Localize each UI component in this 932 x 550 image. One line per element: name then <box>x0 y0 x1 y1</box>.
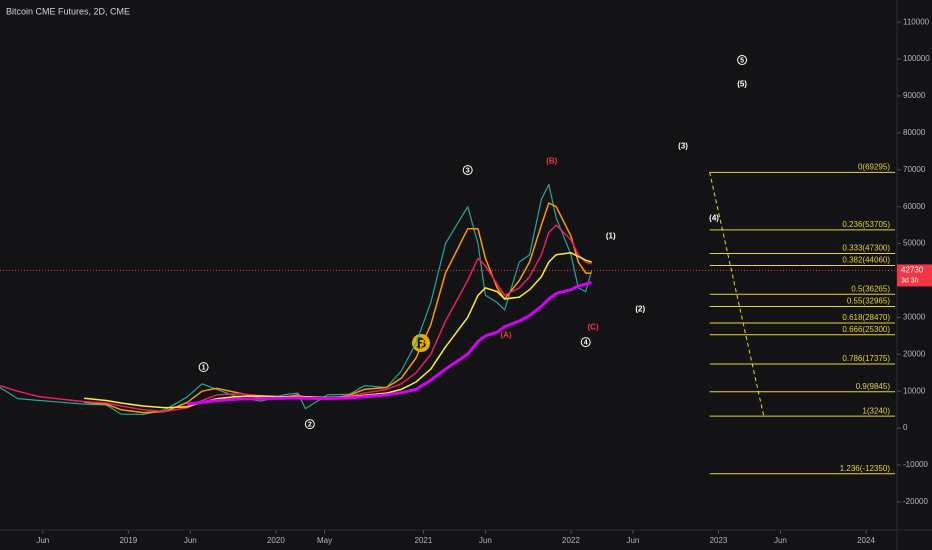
x-tick-label: 2021 <box>415 536 433 545</box>
wave-circle <box>737 55 748 66</box>
x-tick-label: Jun <box>479 536 492 545</box>
fib-label: 0.666(25300) <box>842 325 890 334</box>
price-line <box>0 183 593 416</box>
last-price-tag <box>897 264 932 287</box>
y-tick-label: 10000 <box>903 386 926 395</box>
chart-title: Bitcoin CME Futures, 2D, CME <box>6 6 130 16</box>
y-tick-label: 30000 <box>903 313 926 322</box>
x-tick-label: 2020 <box>267 536 285 545</box>
svg-text:₿: ₿ <box>416 335 427 350</box>
wave-label: 1 <box>202 364 206 371</box>
wave-label: (1) <box>606 232 616 241</box>
y-tick-label: 80000 <box>903 128 926 137</box>
x-tick-label: 2023 <box>710 536 728 545</box>
wave-label: 2 <box>308 421 312 428</box>
fib-label: 0.5(36265) <box>851 284 890 293</box>
x-tick-label: Jun <box>36 536 49 545</box>
y-tick-label: -10000 <box>903 460 928 469</box>
fib-label: 0.382(44060) <box>842 256 890 265</box>
wave-label: 4 <box>584 339 588 346</box>
y-tick-label: 50000 <box>903 239 926 248</box>
wave-label: (A) <box>500 331 511 340</box>
wave-label: 5 <box>740 57 744 64</box>
fib-label: 0.55(32965) <box>847 297 890 306</box>
wave-circle <box>462 165 473 176</box>
y-tick-label: 90000 <box>903 91 926 100</box>
bitcoin-icon: ₿ <box>412 334 430 352</box>
fib-label: 0(69295) <box>858 162 890 171</box>
wave-label: (C) <box>588 323 599 332</box>
last-price-label: 42730 <box>901 266 924 275</box>
x-tick-label: Jun <box>774 536 787 545</box>
wave-label: (B) <box>546 157 557 166</box>
wave-label: (3) <box>678 142 688 151</box>
fib-label: 0.333(47300) <box>842 244 890 253</box>
wave-label: 3 <box>466 167 470 174</box>
y-tick-label: 110000 <box>903 17 930 26</box>
x-tick-label: May <box>317 536 332 545</box>
fib-label: 0.618(28470) <box>842 313 890 322</box>
wave-circle <box>304 419 315 430</box>
wave-label: (2) <box>635 305 645 314</box>
fib-label: 0.236(53705) <box>842 220 890 229</box>
y-tick-label: 60000 <box>903 202 926 211</box>
moving-average <box>0 224 592 413</box>
fib-label: 1(3240) <box>862 406 890 415</box>
x-tick-label: 2019 <box>119 536 137 545</box>
fib-label: 0.786(17375) <box>842 354 890 363</box>
fib-label: 0.9(9845) <box>856 382 891 391</box>
moving-average <box>187 280 593 406</box>
y-tick-label: 0 <box>903 423 908 432</box>
y-tick-label: 20000 <box>903 349 926 358</box>
wave-circle <box>198 362 209 373</box>
x-tick-label: Jun <box>184 536 197 545</box>
x-tick-label: 2024 <box>857 536 875 545</box>
y-tick-label: 70000 <box>903 165 926 174</box>
y-tick-label: -20000 <box>903 497 928 506</box>
countdown-label: 3d 3h <box>901 277 919 284</box>
wave-circle <box>580 337 591 348</box>
wave-label: (5) <box>737 80 747 89</box>
x-tick-label: Jun <box>626 536 639 545</box>
projection-line <box>709 171 765 419</box>
fib-label: 1.236(-12350) <box>840 464 891 473</box>
y-tick-label: 100000 <box>903 54 930 63</box>
wave-label: (4) <box>709 214 719 223</box>
moving-average <box>84 202 592 414</box>
x-tick-label: 2022 <box>562 536 580 545</box>
